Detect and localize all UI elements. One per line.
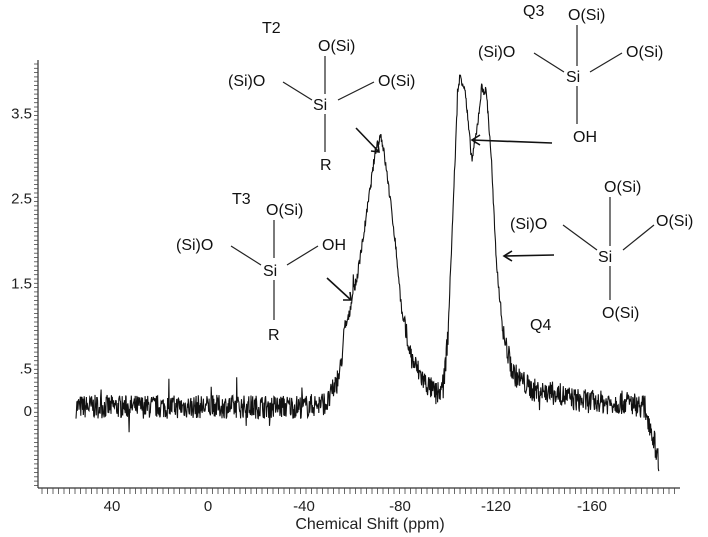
x-tick-label: -160 [577,498,607,515]
t2-bond-right [337,81,375,101]
q4-top-group: O(Si) [604,179,641,196]
arrow-q3 [470,134,553,146]
arrow-t2 [355,127,380,153]
y-tick-label: 3.5 [11,106,32,123]
label-t3: T3 [232,191,251,208]
x-tick-label: -120 [481,498,511,515]
t2-center-atom: Si [313,97,327,114]
t2-bond-left [282,81,313,101]
x-tick-label: -40 [293,498,315,515]
label-q3: Q3 [523,3,544,20]
label-q4: Q4 [530,317,551,334]
x-tick-label: 0 [204,498,212,515]
q4-center-atom: Si [598,249,612,266]
y-tick-label: 2.5 [11,191,32,208]
x-tick-labels: 40 0 -40 -80 -120 -160 [104,498,607,515]
y-tick-labels: 3.5 2.5 1.5 .5 0 [11,106,32,421]
t2-bottom-group: R [320,157,332,174]
t3-bond-right [286,245,319,266]
x-tick-label: -80 [389,498,411,515]
q4-bottom-group: O(Si) [602,305,639,322]
structure-q3: Q3 O(Si) (Si)O O(Si) Si OH [478,3,663,146]
q3-bond-right [589,52,623,73]
x-minor-ticks [41,488,675,494]
q4-right-group: O(Si) [656,213,693,230]
t3-left-group: (Si)O [176,237,213,254]
spectrum-line [75,74,660,472]
q3-bottom-group: OH [573,129,597,146]
q3-top-group: O(Si) [568,7,605,24]
t3-center-atom: Si [263,263,277,280]
y-tick-label: 1.5 [11,276,32,293]
t3-right-group: OH [322,237,346,254]
pointer-arrows [326,127,555,301]
y-tick-label: .5 [19,361,32,378]
t3-bottom-group: R [268,327,280,344]
q3-bond-left [533,52,565,73]
structure-t3: T3 O(Si) (Si)O OH Si R [176,191,346,344]
q3-center-atom: Si [566,69,580,86]
arrow-q4 [502,250,555,262]
y-tick-label: 0 [24,403,32,420]
arrow-t3 [326,277,352,301]
q3-left-group: (Si)O [478,44,515,61]
q3-right-group: O(Si) [626,44,663,61]
t2-top-group: O(Si) [318,38,355,55]
q4-bond-left [562,224,598,251]
t3-top-group: O(Si) [266,202,303,219]
x-tick-label: 40 [104,498,121,515]
x-axis-title: Chemical Shift (ppm) [295,516,444,533]
structure-t2: T2 O(Si) (Si)O O(Si) Si R [228,20,415,174]
y-minor-ticks [34,63,38,486]
t2-left-group: (Si)O [228,73,265,90]
label-t2: T2 [262,20,281,37]
q4-left-group: (Si)O [510,216,547,233]
t3-bond-left [230,245,262,266]
structure-q4: Q4 O(Si) (Si)O O(Si) Si O(Si) [510,179,693,334]
q4-bond-right [622,224,655,251]
axes: 40 0 -40 -80 -120 -160 3.5 2.5 1.5 .5 0 Chemical … [11,60,680,533]
t2-right-group: O(Si) [378,73,415,90]
